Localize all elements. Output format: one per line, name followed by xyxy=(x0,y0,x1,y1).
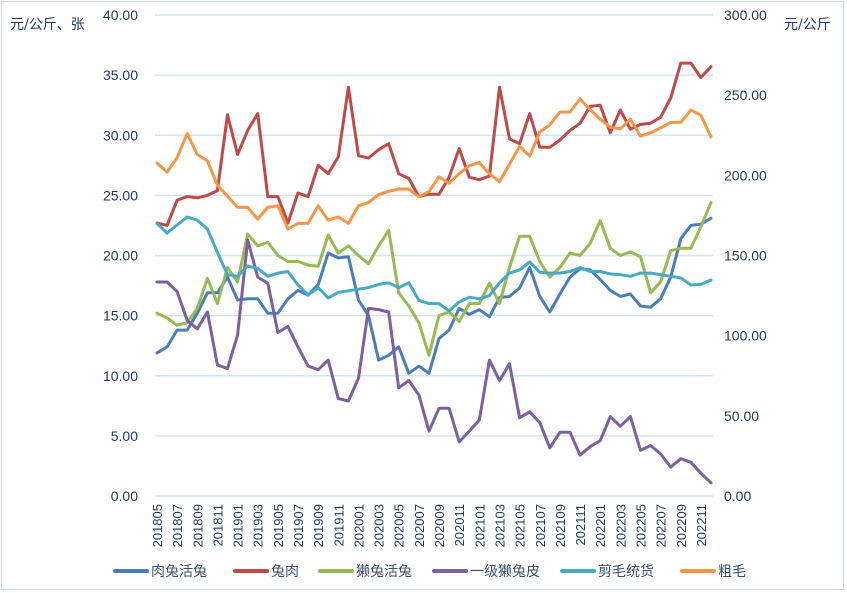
left-axis-tick-label: 20.00 xyxy=(103,248,138,264)
left-axis-tick-label: 40.00 xyxy=(103,7,138,23)
x-tick-label: 202111 xyxy=(573,504,588,545)
right-axis-tick-label: 150.00 xyxy=(724,248,767,264)
legend-item: 剪毛统货 xyxy=(560,561,654,581)
left-axis-tick-label: 30.00 xyxy=(103,127,138,143)
legend-label: 兔肉 xyxy=(271,564,299,580)
x-tick-label: 202105 xyxy=(513,504,528,547)
legend-label: 獭兔活兔 xyxy=(356,564,412,580)
right-axis-tick-label: 200.00 xyxy=(724,167,767,183)
legend-label: 粗毛 xyxy=(718,564,746,580)
series-line-3 xyxy=(155,201,713,357)
right-axis-unit-label: 元/公斤 xyxy=(784,17,831,33)
x-tick-label: 202207 xyxy=(654,504,669,547)
x-tick-label: 202003 xyxy=(372,504,387,547)
x-tick-label: 202009 xyxy=(432,504,447,547)
series-line-5 xyxy=(155,215,713,313)
legend-swatch xyxy=(113,569,149,573)
x-tick-label: 201905 xyxy=(271,504,286,547)
x-tick-label: 201907 xyxy=(291,504,306,547)
series-line-2 xyxy=(155,61,713,227)
x-tick-label: 201909 xyxy=(311,504,326,547)
x-tick-label: 202005 xyxy=(392,504,407,547)
legend: 肉兔活兔 兔肉 獭兔活兔 一级獭兔皮 剪毛统货 粗毛 xyxy=(0,561,847,581)
x-tick-label: 201811 xyxy=(210,504,225,546)
legend-swatch xyxy=(680,569,716,573)
legend-label: 剪毛统货 xyxy=(598,564,654,580)
x-tick-label: 201809 xyxy=(190,504,205,547)
series-line-1 xyxy=(155,216,713,375)
legend-label: 肉兔活兔 xyxy=(151,564,207,580)
legend-item: 粗毛 xyxy=(680,561,746,581)
x-tick-label: 201807 xyxy=(170,504,185,547)
legend-item: 一级獭兔皮 xyxy=(432,561,540,581)
x-tick-label: 202011 xyxy=(452,504,467,546)
legend-swatch xyxy=(318,569,354,573)
x-tick-label: 202103 xyxy=(492,504,507,547)
left-axis-tick-label: 15.00 xyxy=(103,308,138,324)
x-tick-label: 201901 xyxy=(231,504,246,547)
legend-item: 獭兔活兔 xyxy=(318,561,412,581)
x-tick-label: 202205 xyxy=(633,504,648,547)
left-axis-tick-label: 10.00 xyxy=(103,368,138,384)
right-axis-tick-label: 0.00 xyxy=(724,488,751,504)
legend-swatch xyxy=(560,569,596,573)
x-tick-label: 202001 xyxy=(351,504,366,547)
series-line-6 xyxy=(155,97,713,231)
x-tick-label: 202201 xyxy=(593,504,608,547)
x-tick-label: 202101 xyxy=(472,504,487,547)
right-axis-tick-label: 50.00 xyxy=(724,408,759,424)
right-axis-tick-label: 300.00 xyxy=(724,7,767,23)
legend-swatch xyxy=(432,569,468,573)
legend-label: 一级獭兔皮 xyxy=(470,564,540,580)
x-tick-label: 202211 xyxy=(694,504,709,546)
right-axis-tick-label: 250.00 xyxy=(724,87,767,103)
x-tick-label: 202209 xyxy=(674,504,689,547)
right-axis-tick-label: 100.00 xyxy=(724,328,767,344)
x-tick-label: 202109 xyxy=(553,504,568,547)
x-tick-label: 202007 xyxy=(412,504,427,547)
legend-item: 肉兔活兔 xyxy=(113,561,207,581)
x-tick-label: 201903 xyxy=(251,504,266,547)
legend-swatch xyxy=(233,569,269,573)
x-tick-label: 202203 xyxy=(613,504,628,547)
left-axis-tick-label: 25.00 xyxy=(103,187,138,203)
x-tick-label: 202107 xyxy=(533,504,548,547)
legend-item: 兔肉 xyxy=(233,561,299,581)
left-axis-unit-label: 元/公斤、张 xyxy=(10,17,85,33)
series-line-4 xyxy=(155,238,713,485)
left-axis-tick-label: 35.00 xyxy=(103,67,138,83)
left-axis-tick-label: 5.00 xyxy=(111,428,138,444)
x-tick-label: 201805 xyxy=(150,504,165,547)
x-tick-label: 201911 xyxy=(331,504,346,546)
left-axis-tick-label: 0.00 xyxy=(111,488,138,504)
